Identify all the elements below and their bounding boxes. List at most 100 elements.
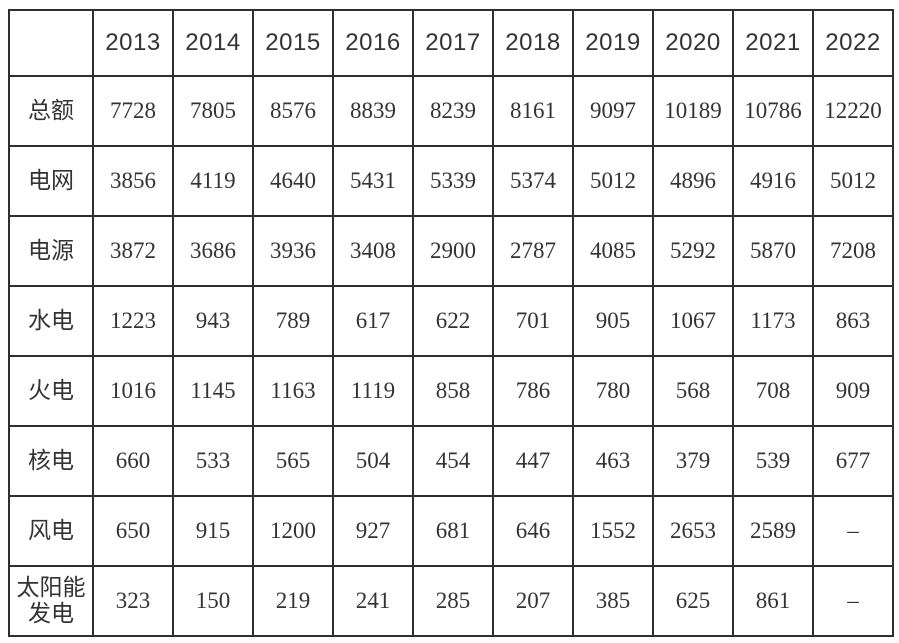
- table-cell: 8161: [492, 75, 574, 147]
- table-cell: 927: [332, 495, 414, 567]
- year-header: 2017: [412, 9, 494, 77]
- table-cell: 943: [172, 285, 254, 357]
- table-cell: 504: [332, 425, 414, 497]
- table-cell: 701: [492, 285, 574, 357]
- table-cell: 219: [252, 565, 334, 637]
- table-cell: 2653: [652, 495, 734, 567]
- table-cell: 625: [652, 565, 734, 637]
- table-cell: 660: [92, 425, 174, 497]
- table-cell: 915: [172, 495, 254, 567]
- table-cell: 681: [412, 495, 494, 567]
- table-cell: 379: [652, 425, 734, 497]
- table-cell: 5292: [652, 215, 734, 287]
- table-cell: 10786: [732, 75, 814, 147]
- table-cell: 12220: [812, 75, 894, 147]
- table-cell: 447: [492, 425, 574, 497]
- table-cell: 1552: [572, 495, 654, 567]
- year-header: 2022: [812, 9, 894, 77]
- table-cell: 1145: [172, 355, 254, 427]
- table-cell: –: [812, 495, 894, 567]
- row-label: 火电: [8, 355, 94, 427]
- table-cell: 539: [732, 425, 814, 497]
- table-cell: 617: [332, 285, 414, 357]
- table-cell: 463: [572, 425, 654, 497]
- table-cell: 8839: [332, 75, 414, 147]
- table-cell: 622: [412, 285, 494, 357]
- table-cell: 4640: [252, 145, 334, 217]
- year-header: 2020: [652, 9, 734, 77]
- table-cell: 454: [412, 425, 494, 497]
- table-cell: 5339: [412, 145, 494, 217]
- year-header: 2015: [252, 9, 334, 77]
- row-label: 电源: [8, 215, 94, 287]
- table-cell: 150: [172, 565, 254, 637]
- table-header-row: 2013 2014 2015 2016 2017 2018 2019 2020 …: [8, 9, 894, 77]
- year-header: 2014: [172, 9, 254, 77]
- row-label: 电网: [8, 145, 94, 217]
- row-label: 总额: [8, 75, 94, 147]
- table-cell: 9097: [572, 75, 654, 147]
- table-cell: 708: [732, 355, 814, 427]
- table-cell: 1163: [252, 355, 334, 427]
- year-header: 2019: [572, 9, 654, 77]
- table-cell: 1173: [732, 285, 814, 357]
- table-cell: 646: [492, 495, 574, 567]
- row-label: 水电: [8, 285, 94, 357]
- table-cell: 1016: [92, 355, 174, 427]
- investment-table: 2013 2014 2015 2016 2017 2018 2019 2020 …: [8, 9, 894, 637]
- table-cell: 323: [92, 565, 174, 637]
- table-row: 总额 7728 7805 8576 8839 8239 8161 9097 10…: [8, 75, 894, 147]
- table-row: 电源 3872 3686 3936 3408 2900 2787 4085 52…: [8, 215, 894, 287]
- table-cell: 4896: [652, 145, 734, 217]
- row-label: 风电: [8, 495, 94, 567]
- table-cell: 1200: [252, 495, 334, 567]
- table-cell: 3856: [92, 145, 174, 217]
- table-cell: –: [812, 565, 894, 637]
- table-cell: 385: [572, 565, 654, 637]
- row-label: 核电: [8, 425, 94, 497]
- table-cell: 5012: [572, 145, 654, 217]
- table-cell: 4916: [732, 145, 814, 217]
- table-cell: 565: [252, 425, 334, 497]
- table-cell: 861: [732, 565, 814, 637]
- table-cell: 3872: [92, 215, 174, 287]
- table-cell: 8576: [252, 75, 334, 147]
- table-cell: 677: [812, 425, 894, 497]
- table-cell: 533: [172, 425, 254, 497]
- table-cell: 1067: [652, 285, 734, 357]
- table-cell: 863: [812, 285, 894, 357]
- table-cell: 5374: [492, 145, 574, 217]
- table-cell: 4085: [572, 215, 654, 287]
- table-cell: 858: [412, 355, 494, 427]
- table-cell: 3686: [172, 215, 254, 287]
- table-cell: 905: [572, 285, 654, 357]
- table-cell: 10189: [652, 75, 734, 147]
- table-cell: 3936: [252, 215, 334, 287]
- table-cell: 2589: [732, 495, 814, 567]
- table-cell: 1223: [92, 285, 174, 357]
- year-header: 2013: [92, 9, 174, 77]
- table-cell: 568: [652, 355, 734, 427]
- table-cell: 2900: [412, 215, 494, 287]
- table-cell: 5012: [812, 145, 894, 217]
- year-header: 2018: [492, 9, 574, 77]
- table-cell: 8239: [412, 75, 494, 147]
- table-cell: 3408: [332, 215, 414, 287]
- table-cell: 285: [412, 565, 494, 637]
- table-row: 核电 660 533 565 504 454 447 463 379 539 6…: [8, 425, 894, 497]
- table-row: 风电 650 915 1200 927 681 646 1552 2653 25…: [8, 495, 894, 567]
- table-cell: 5431: [332, 145, 414, 217]
- table-cell: 909: [812, 355, 894, 427]
- row-label: 太阳能发电: [8, 565, 94, 637]
- table-cell: 7208: [812, 215, 894, 287]
- table-cell: 780: [572, 355, 654, 427]
- table-cell: 2787: [492, 215, 574, 287]
- table-row: 电网 3856 4119 4640 5431 5339 5374 5012 48…: [8, 145, 894, 217]
- table-cell: 207: [492, 565, 574, 637]
- table-cell: 5870: [732, 215, 814, 287]
- year-header: 2021: [732, 9, 814, 77]
- table-row: 水电 1223 943 789 617 622 701 905 1067 117…: [8, 285, 894, 357]
- table-cell: 4119: [172, 145, 254, 217]
- corner-cell: [8, 9, 94, 77]
